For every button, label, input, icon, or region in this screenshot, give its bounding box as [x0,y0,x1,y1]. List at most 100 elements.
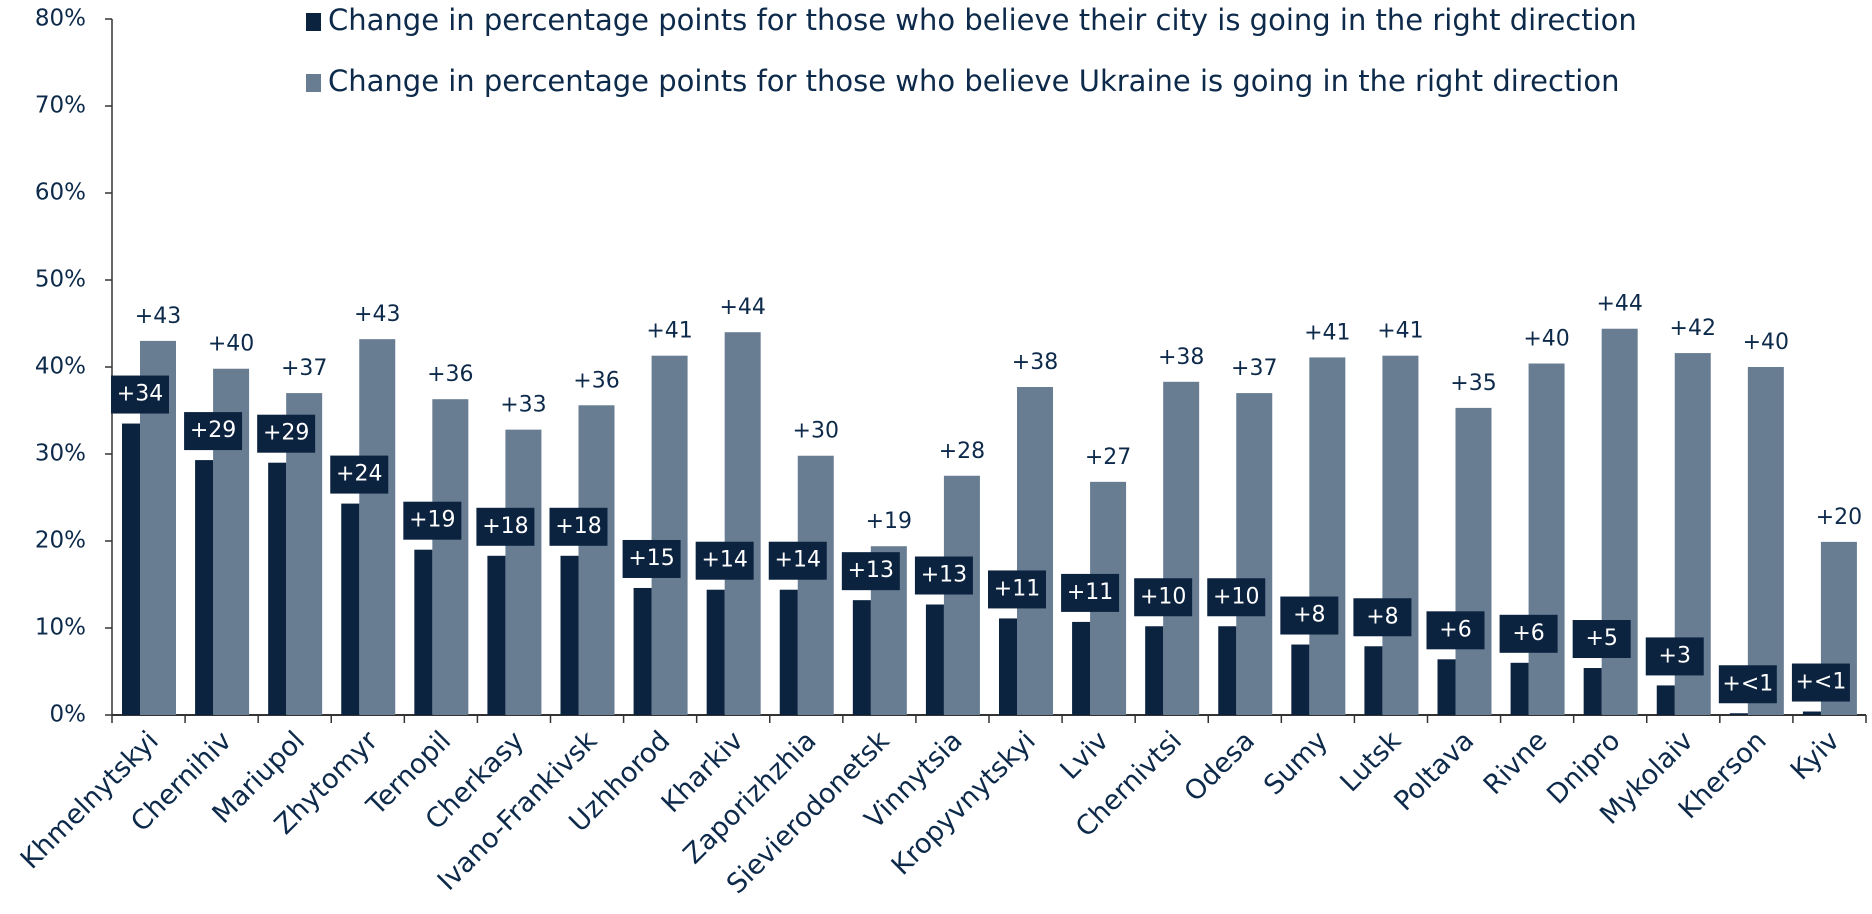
bar [1291,644,1310,715]
x-tick-label: Poltava [1388,725,1480,817]
value-label: +20 [1816,505,1862,530]
x-tick-label: Odesa [1179,725,1261,807]
bar [1218,626,1237,715]
value-label: +27 [1085,445,1131,470]
value-label-box [403,501,462,540]
value-label: +11 [994,576,1040,601]
bar [651,355,688,715]
bar [1236,393,1273,715]
value-label: +18 [482,514,528,539]
value-label: +14 [701,548,747,573]
x-tick-label: Kyiv [1785,725,1846,786]
value-label-box [1426,611,1485,650]
value-label: +13 [848,558,894,583]
value-label-box [1353,598,1412,637]
y-tick-label: 40% [35,354,86,380]
value-label: +13 [921,563,967,588]
value-label: +44 [719,295,765,320]
value-label: +33 [500,393,546,418]
y-tick-label: 50% [35,267,86,293]
value-label: +3 [1659,643,1691,668]
y-tick-label: 10% [35,615,86,641]
value-label: +28 [939,439,985,464]
value-label: +44 [1596,292,1642,317]
value-label-box [476,507,535,546]
bar [560,555,579,715]
value-label: +38 [1158,345,1204,370]
value-label: +38 [1012,350,1058,375]
value-label: +10 [1213,584,1259,609]
value-label: +14 [775,548,821,573]
value-label-box [330,455,389,494]
bar [852,600,871,715]
bar [779,589,798,715]
bar [505,429,542,715]
value-label-box [768,541,827,580]
value-label-box [695,541,754,580]
bar [1437,659,1456,715]
bar [1072,621,1091,715]
bar [1656,685,1675,715]
value-label-box [111,375,169,414]
value-label-box [1791,663,1850,702]
value-label: +24 [336,462,382,487]
value-label-box [257,414,316,453]
value-label-box [1280,596,1339,635]
bar [359,339,396,715]
value-label: +43 [354,302,400,327]
legend-swatch [306,74,321,92]
bar [1528,363,1565,715]
bar [943,475,980,715]
bar [1309,357,1346,715]
bar [1017,387,1053,715]
bar [797,455,834,715]
value-label: +29 [263,421,309,446]
value-label-box [1061,573,1120,612]
bar [706,589,725,715]
value-label: +<1 [1795,670,1846,695]
value-label: +6 [1512,621,1544,646]
value-label-box [841,552,900,591]
bar [432,399,469,715]
value-label-box [1718,665,1777,704]
y-tick-label: 70% [35,93,86,119]
bar [1747,367,1784,715]
bar [122,423,140,715]
value-label: +36 [573,368,619,393]
value-label-box [622,539,681,578]
value-label: +8 [1366,604,1398,629]
bar [1729,713,1748,715]
value-label: +30 [793,419,839,444]
bar [1145,626,1164,715]
value-label: +29 [190,418,236,443]
value-label: +41 [1377,319,1423,344]
value-label-box [1572,620,1631,659]
bar [1583,668,1602,715]
y-tick-label: 60% [35,180,86,206]
bar [268,462,287,715]
bar [633,587,652,715]
value-label: +37 [1231,356,1277,381]
bar [999,618,1017,715]
bar [925,604,944,715]
value-label: +37 [281,356,327,381]
value-label: +18 [555,514,601,539]
value-label: +8 [1293,603,1325,628]
bar [341,503,360,715]
value-label: +35 [1450,371,1496,396]
value-label: +6 [1439,617,1471,642]
bar [578,405,615,715]
value-label: +34 [117,382,163,407]
bar [1455,407,1492,715]
value-label: +36 [427,362,473,387]
value-label-box [988,570,1046,609]
bar [724,332,761,715]
legend-swatch [306,13,321,31]
bar [414,549,433,715]
y-tick-label: 0% [50,702,87,728]
bar [1802,711,1821,715]
x-tick-label: Lviv [1054,725,1114,785]
value-label: +41 [1304,320,1350,345]
bar [195,460,214,715]
